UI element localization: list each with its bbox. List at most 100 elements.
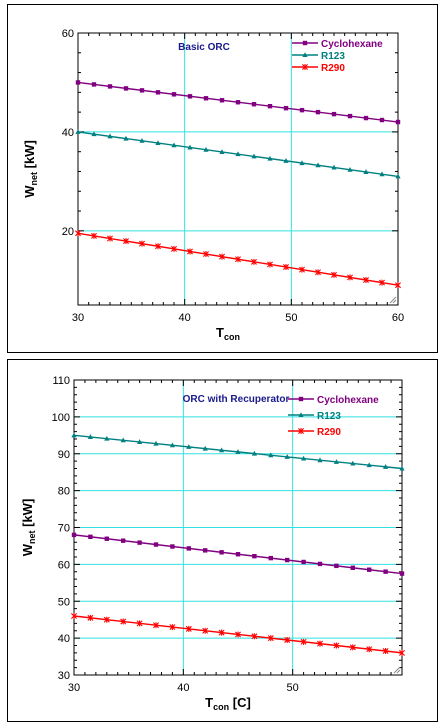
- chart-panel-basic-orc: 30 40 50 60 20 40 60 Tcon Wnet [kW] Basic ORC Cycl…: [7, 4, 438, 353]
- series-point-r290: [107, 235, 113, 242]
- grid: [78, 33, 398, 305]
- series-point-r123: [350, 460, 356, 466]
- x-tick-label: 40: [177, 682, 189, 694]
- series-point-cyclohexane: [399, 571, 405, 576]
- series-point-r290: [87, 614, 94, 621]
- series-point-cyclohexane: [315, 109, 321, 115]
- x-tick-label: 50: [287, 682, 299, 694]
- x-tick-label: 50: [285, 312, 297, 324]
- series-point-r123: [139, 138, 145, 143]
- legend-label-r123: R123: [321, 51, 345, 62]
- series-point-r290: [187, 248, 193, 255]
- series-point-r123: [91, 131, 97, 137]
- series-point-r290: [235, 256, 241, 263]
- series-point-cyclohexane: [251, 102, 257, 107]
- series-point-r290: [91, 232, 97, 239]
- x-tick-label: 30: [68, 682, 80, 694]
- series-point-cyclohexane: [331, 111, 337, 117]
- legend: Cyclohexane R123 R290: [288, 395, 379, 438]
- resize-grip-line: [396, 669, 401, 674]
- legend-label-r290: R290: [317, 427, 341, 438]
- y-tick-label: 40: [58, 633, 70, 645]
- series-cyclohexane: [71, 532, 405, 576]
- series-point-r123: [301, 455, 307, 461]
- series-point-cyclohexane: [235, 100, 241, 105]
- series-point-r123: [203, 146, 209, 152]
- series-r290: [75, 230, 401, 289]
- y-axis-label: Wnet [kW]: [20, 499, 37, 557]
- series-point-r123: [333, 459, 339, 464]
- series-point-cyclohexane: [75, 80, 81, 85]
- y-tick-label: 70: [58, 523, 70, 535]
- resize-grip-icon: [393, 666, 401, 674]
- chart-title: Basic ORC: [178, 42, 230, 53]
- series-point-r290: [153, 622, 159, 629]
- series-point-cyclohexane: [91, 82, 97, 87]
- series-point-r123: [268, 452, 274, 458]
- series-point-r290: [235, 631, 241, 638]
- series-point-r290: [267, 635, 274, 642]
- series-r123: [71, 432, 405, 471]
- y-tick-label: 60: [62, 28, 74, 40]
- series-point-r123: [299, 160, 305, 166]
- chart-title: ORC with Recuperator: [183, 394, 290, 405]
- series-point-r123: [75, 129, 81, 134]
- series-point-r123: [347, 166, 353, 172]
- legend-marker-cyclohexane: [298, 396, 304, 402]
- series-point-r290: [366, 646, 373, 653]
- series-point-r123: [251, 450, 257, 456]
- series-point-cyclohexane: [203, 96, 209, 101]
- series-point-cyclohexane: [363, 115, 369, 121]
- y-tick-label: 50: [58, 596, 70, 608]
- legend-label-r123: R123: [317, 411, 341, 422]
- chart-orc-with-recuperator: 30 40 50 30 40 50 60 70 80 90 100 110 Tcon [C] Wnet […: [20, 375, 405, 712]
- legend-label-cyclohexane: Cyclohexane: [321, 39, 383, 50]
- series-point-r290: [103, 616, 110, 623]
- series-point-r123: [107, 133, 113, 139]
- series-point-cyclohexane: [347, 113, 353, 119]
- series-point-cyclohexane: [121, 538, 126, 543]
- y-tick-label: 40: [62, 127, 74, 139]
- series-point-r123: [171, 142, 177, 148]
- y-axis-label: Wnet [kW]: [22, 140, 39, 198]
- series-point-r123: [363, 169, 369, 174]
- series-point-cyclohexane: [383, 569, 388, 574]
- series-point-cyclohexane: [155, 90, 161, 95]
- series-r123: [75, 129, 401, 179]
- series-cyclohexane: [75, 80, 401, 125]
- y-tick-label: 100: [52, 412, 70, 424]
- legend-label-r290: R290: [321, 63, 345, 74]
- series-point-cyclohexane: [268, 555, 273, 561]
- series-point-cyclohexane: [395, 119, 401, 125]
- series-point-cyclohexane: [186, 546, 191, 551]
- series-point-r123: [155, 140, 161, 146]
- series-point-r290: [315, 269, 321, 276]
- series-point-r123: [315, 162, 321, 168]
- x-axis-label: Tcon: [216, 325, 240, 342]
- series-point-r290: [300, 638, 307, 645]
- series-point-r290: [169, 624, 176, 631]
- series-point-r290: [347, 274, 353, 281]
- series-point-r123: [186, 444, 192, 449]
- series-point-r290: [317, 640, 323, 647]
- series-point-r290: [283, 264, 289, 271]
- series-point-r123: [283, 158, 289, 163]
- series-point-cyclohexane: [367, 567, 372, 572]
- series-point-cyclohexane: [317, 561, 323, 567]
- series-point-cyclohexane: [104, 536, 109, 541]
- x-tick-label: 40: [179, 312, 191, 324]
- series-point-r123: [187, 144, 193, 150]
- series-point-r290: [155, 243, 161, 250]
- series-point-r123: [251, 153, 257, 159]
- y-tick-label: 60: [58, 559, 70, 571]
- chart-panel-orc-recuperator: 30 40 50 30 40 50 60 70 80 90 100 110 Tcon [C] Wnet […: [7, 359, 438, 722]
- series-point-r123: [87, 434, 93, 439]
- series-point-r123: [219, 447, 225, 453]
- axis-ticks: [77, 32, 399, 305]
- grid: [74, 380, 402, 675]
- series-point-cyclohexane: [88, 534, 93, 540]
- series-point-cyclohexane: [170, 544, 175, 549]
- series-point-r290: [333, 642, 340, 649]
- series-point-cyclohexane: [219, 550, 224, 555]
- series-point-r123: [331, 164, 337, 170]
